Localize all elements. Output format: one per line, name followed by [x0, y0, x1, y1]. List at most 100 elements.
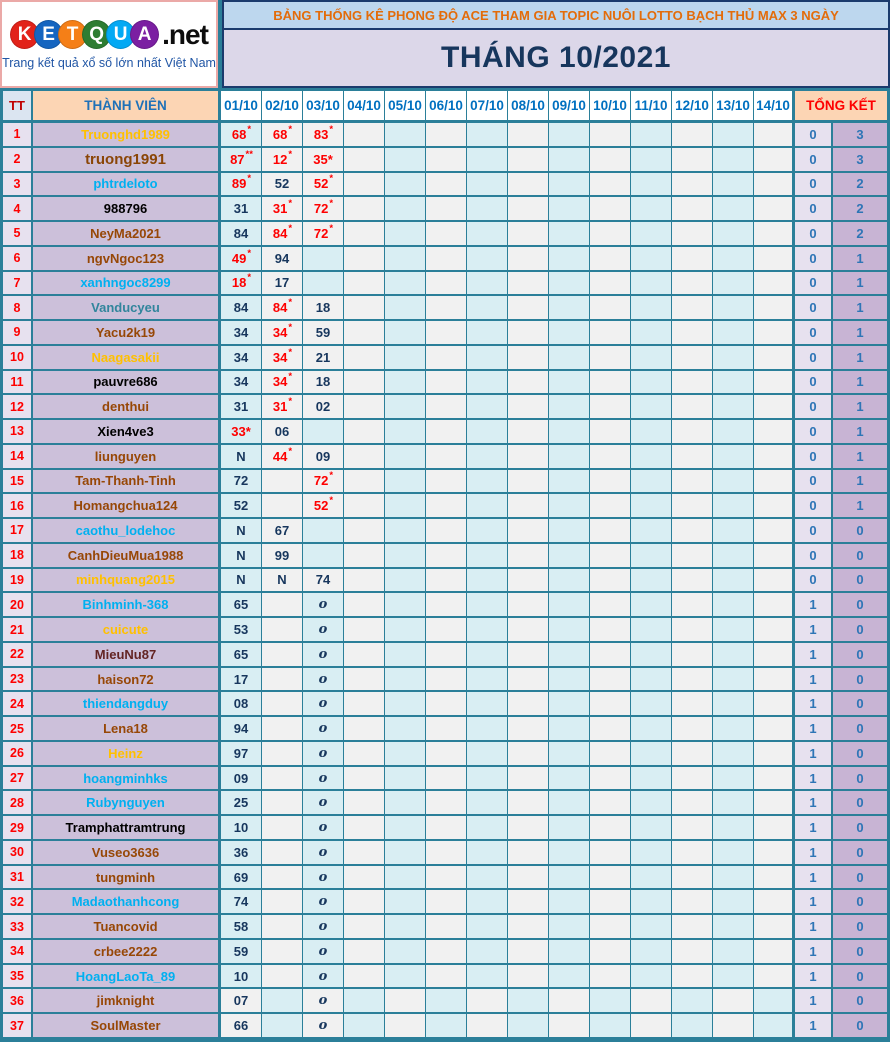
total-days: 1 [795, 642, 833, 668]
col-header-date: 09/10 [549, 91, 590, 123]
cell-date: 10 [221, 964, 262, 990]
cell-date [508, 642, 549, 668]
cell-date [672, 147, 713, 173]
cell-date: 12 * [262, 147, 303, 173]
cell-date: 34 * [262, 370, 303, 396]
cell-date [713, 420, 754, 445]
cell-date [344, 964, 385, 990]
cell-date [508, 395, 549, 421]
cell-date [344, 1014, 385, 1039]
cell-date [385, 197, 426, 223]
star-marker: * [288, 445, 293, 457]
cell-date [426, 494, 467, 520]
cell-date [713, 296, 754, 322]
cell-date [344, 618, 385, 643]
row-number: 29 [3, 816, 33, 841]
cell-date [754, 791, 795, 817]
cell-date [549, 345, 590, 371]
row-number: 5 [3, 222, 33, 247]
cell-date [426, 543, 467, 569]
cell-date [754, 123, 795, 148]
total-score: 0 [833, 791, 887, 817]
cell-date [754, 593, 795, 619]
cell-date [426, 964, 467, 990]
cell-date [672, 197, 713, 223]
cell-date: N [221, 568, 262, 594]
cell-date: o [303, 741, 344, 767]
total-days: 1 [795, 915, 833, 940]
page-title: BẢNG THỐNG KÊ PHONG ĐỘ ACE THAM GIA TOPI… [222, 0, 890, 30]
cell-date [385, 444, 426, 470]
cell-date [549, 840, 590, 866]
cell-date: 34 * [262, 321, 303, 346]
cell-date [467, 246, 508, 272]
total-score: 0 [833, 519, 887, 544]
row-number: 23 [3, 667, 33, 693]
cell-date [344, 791, 385, 817]
cell-date: 84 * [262, 296, 303, 322]
cell-date [631, 246, 672, 272]
cell-date [590, 370, 631, 396]
total-days: 0 [795, 395, 833, 421]
cell-date [631, 519, 672, 544]
cell-date [385, 964, 426, 990]
cell-date [262, 593, 303, 619]
cell-date [467, 840, 508, 866]
cell-date [631, 123, 672, 148]
cell-date [754, 1014, 795, 1039]
cell-date: 33* [221, 420, 262, 445]
cell-date [467, 271, 508, 297]
cell-date: 36 [221, 840, 262, 866]
cell-date [631, 915, 672, 940]
cell-date [385, 370, 426, 396]
cell-date: 52 [262, 172, 303, 198]
row-number: 25 [3, 717, 33, 742]
total-days: 1 [795, 741, 833, 767]
total-score: 0 [833, 816, 887, 841]
cell-date [385, 123, 426, 148]
cell-date [672, 717, 713, 742]
cell-date [467, 766, 508, 792]
cell-date [426, 519, 467, 544]
cell-date [672, 989, 713, 1015]
cell-date [426, 296, 467, 322]
cell-date [549, 816, 590, 841]
cell-date: 02 [303, 395, 344, 421]
cell-date [262, 915, 303, 940]
cell-date: 31 [221, 197, 262, 223]
col-header-date: 03/10 [303, 91, 344, 123]
cell-date [344, 147, 385, 173]
cell-date [508, 816, 549, 841]
cell-date [508, 964, 549, 990]
cell-date [549, 791, 590, 817]
total-days: 0 [795, 568, 833, 594]
cell-date [754, 816, 795, 841]
cell-date [713, 543, 754, 569]
total-score: 1 [833, 271, 887, 297]
member-name: Binhminh-368 [33, 593, 221, 619]
cell-date [385, 420, 426, 445]
cell-date [262, 667, 303, 693]
cell-date: 66 [221, 1014, 262, 1039]
cell-date [549, 593, 590, 619]
cell-date [713, 840, 754, 866]
cell-date [590, 271, 631, 297]
cell-date [508, 123, 549, 148]
cell-date [508, 717, 549, 742]
cell-date [754, 246, 795, 272]
cell-date [467, 568, 508, 594]
cell-date [590, 593, 631, 619]
cell-date [344, 593, 385, 619]
total-days: 1 [795, 816, 833, 841]
cell-date [713, 370, 754, 396]
row-number: 10 [3, 345, 33, 371]
cell-value: 52 [313, 498, 329, 514]
logo-letter: A [130, 20, 160, 49]
cell-value: 31 [272, 201, 288, 217]
cell-date [426, 741, 467, 767]
row-number: 7 [3, 271, 33, 297]
row-number: 37 [3, 1014, 33, 1039]
total-score: 2 [833, 197, 887, 223]
cell-date [590, 172, 631, 198]
